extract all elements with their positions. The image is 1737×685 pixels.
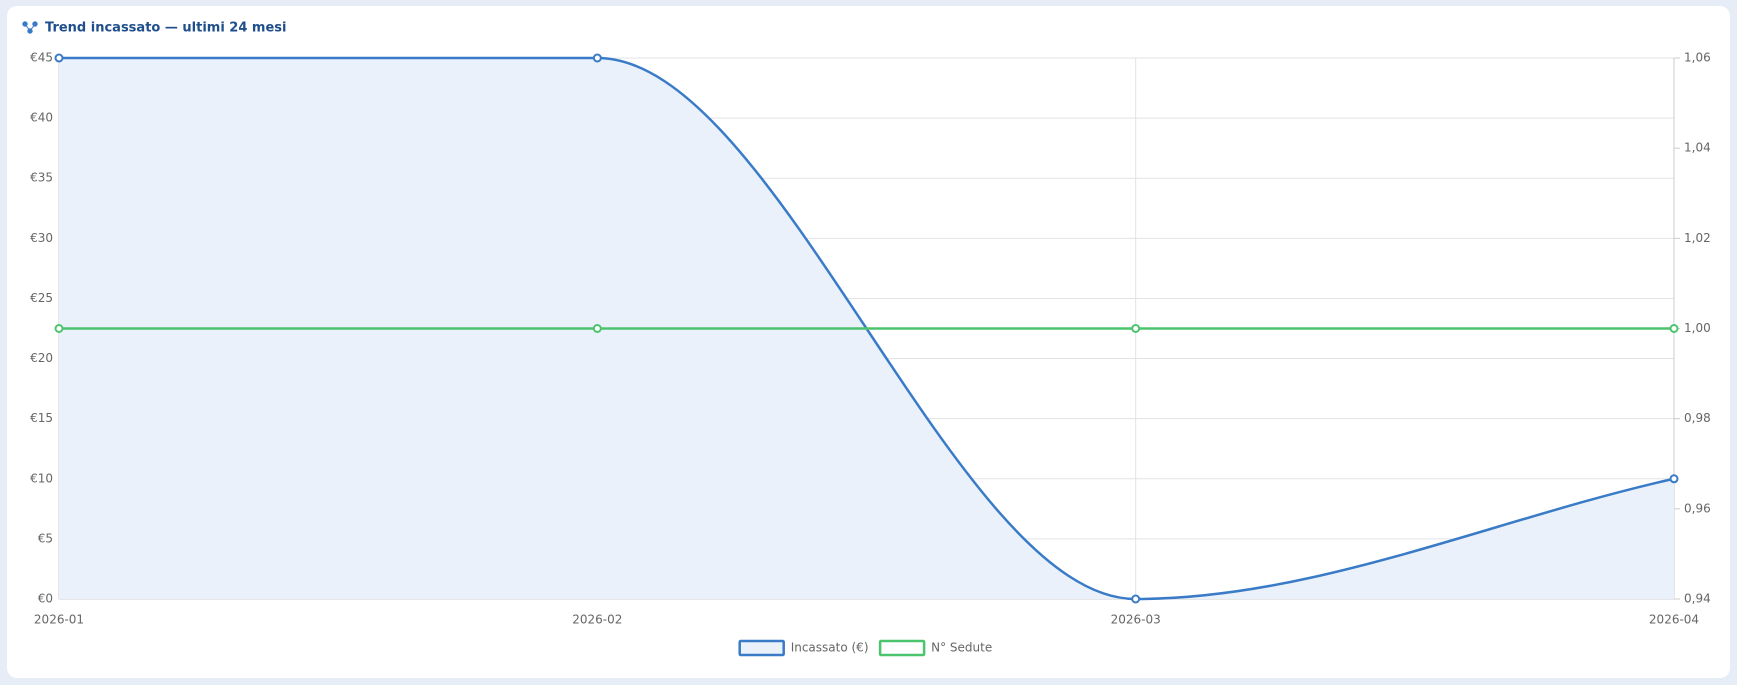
- title-icon: [22, 21, 38, 34]
- legend-label: N° Sedute: [931, 641, 992, 655]
- x-tick-label: 2026-01: [34, 613, 84, 627]
- y2-tick-label: 0,96: [1684, 501, 1711, 515]
- y-tick-label: €20: [30, 351, 53, 365]
- y-tick-label: €45: [30, 51, 53, 65]
- x-tick-label: 2026-03: [1111, 613, 1161, 627]
- x-tick-label: 2026-02: [572, 613, 622, 627]
- y2-tick-label: 1,00: [1684, 321, 1711, 335]
- point: [1131, 324, 1141, 333]
- y-tick-label: €15: [30, 411, 53, 425]
- point: [592, 53, 602, 63]
- y-tick-label: €5: [38, 531, 53, 545]
- y-tick-label: €0: [38, 592, 53, 606]
- point: [592, 324, 602, 333]
- y-tick-label: €25: [30, 291, 53, 305]
- y2-tick-label: 0,98: [1684, 411, 1711, 425]
- point: [1669, 324, 1679, 333]
- point: [54, 53, 64, 63]
- legend-swatch: [738, 639, 785, 657]
- y-tick-label: €30: [30, 231, 53, 245]
- point: [54, 324, 64, 333]
- point: [1131, 594, 1141, 604]
- y2-tick-label: 0,94: [1684, 592, 1711, 606]
- y-tick-label: €10: [30, 471, 53, 485]
- legend-label: Incassato (€): [791, 641, 869, 655]
- x-tick-label: 2026-04: [1649, 613, 1699, 627]
- chart-title: Trend incassato — ultimi 24 mesi: [45, 21, 286, 36]
- y2-tick-label: 1,06: [1684, 51, 1711, 65]
- y-tick-label: €35: [30, 171, 53, 185]
- legend-swatch: [878, 639, 926, 657]
- y-tick-label: €40: [30, 111, 53, 125]
- point: [1669, 474, 1679, 484]
- y2-tick-label: 1,04: [1684, 141, 1711, 155]
- y2-tick-label: 1,02: [1684, 231, 1711, 245]
